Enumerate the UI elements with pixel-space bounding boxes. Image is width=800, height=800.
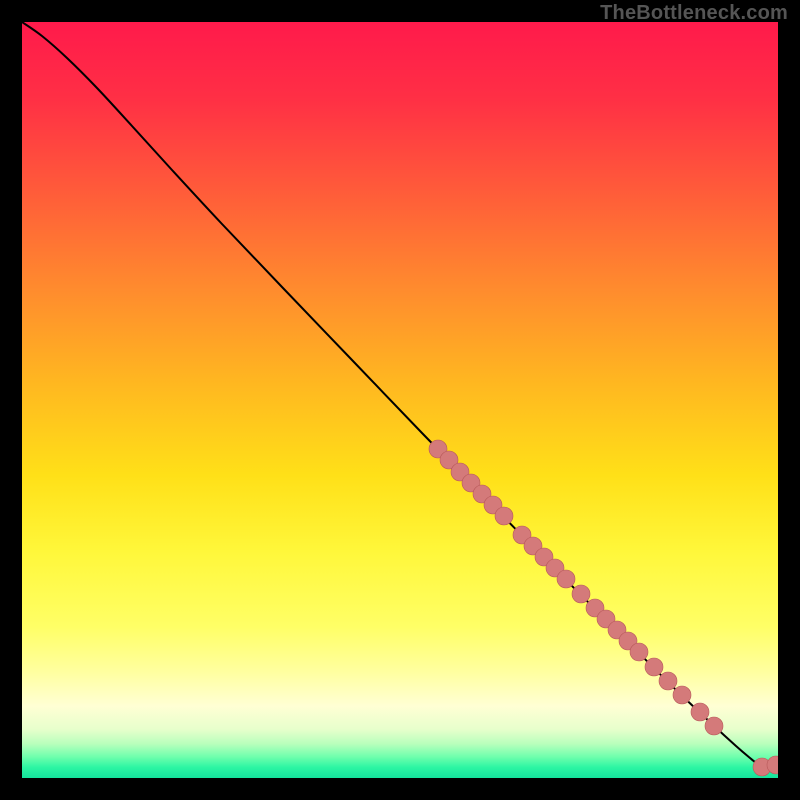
data-marker <box>645 658 663 676</box>
data-marker <box>495 507 513 525</box>
data-marker <box>557 570 575 588</box>
chart-svg <box>22 22 778 778</box>
data-marker <box>572 585 590 603</box>
plot-area <box>22 22 778 778</box>
data-marker <box>630 643 648 661</box>
data-marker <box>659 672 677 690</box>
data-marker <box>673 686 691 704</box>
data-marker <box>705 717 723 735</box>
data-marker <box>691 703 709 721</box>
gradient-background <box>22 22 778 778</box>
chart-container: TheBottleneck.com <box>0 0 800 800</box>
